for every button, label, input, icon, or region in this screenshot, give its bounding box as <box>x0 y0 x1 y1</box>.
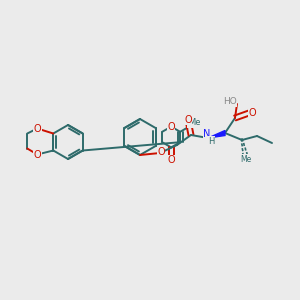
Text: O: O <box>167 155 175 165</box>
Text: N: N <box>203 129 211 139</box>
Text: O: O <box>167 122 175 132</box>
Text: H: H <box>208 136 214 146</box>
Text: O: O <box>248 108 256 118</box>
Text: Me: Me <box>240 154 252 164</box>
Polygon shape <box>208 130 225 138</box>
Text: O: O <box>184 115 192 125</box>
Text: Me: Me <box>188 118 200 127</box>
Text: O: O <box>34 124 41 134</box>
Text: HO: HO <box>223 98 237 106</box>
Text: O: O <box>157 147 165 157</box>
Text: O: O <box>34 149 41 160</box>
